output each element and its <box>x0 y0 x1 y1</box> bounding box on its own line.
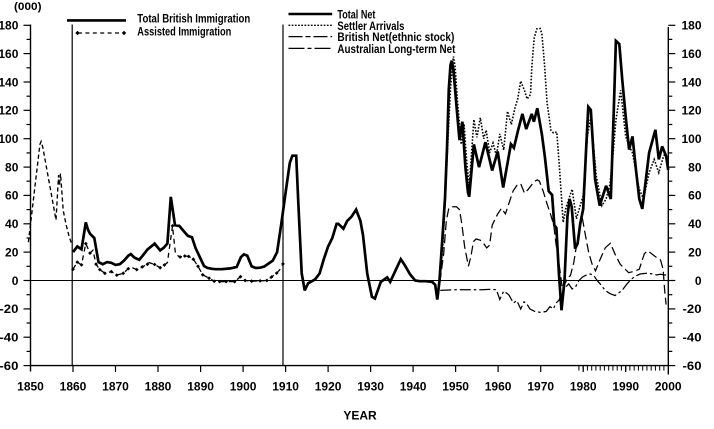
svg-text:2000: 2000 <box>655 380 682 394</box>
svg-text:1980: 1980 <box>570 380 597 394</box>
svg-text:YEAR: YEAR <box>343 409 377 423</box>
svg-text:120: 120 <box>681 104 701 118</box>
svg-text:Australian Long-term Net: Australian Long-term Net <box>337 42 455 56</box>
svg-text:60: 60 <box>688 189 702 203</box>
svg-text:-60: -60 <box>683 359 702 373</box>
svg-text:1970: 1970 <box>527 380 554 394</box>
svg-text:British Net(ethnic stock): British Net(ethnic stock) <box>337 30 454 44</box>
svg-text:120: 120 <box>0 104 19 118</box>
svg-text:Total Net: Total Net <box>337 8 375 22</box>
svg-text:1880: 1880 <box>145 380 172 394</box>
svg-text:180: 180 <box>0 19 19 33</box>
svg-text:-20: -20 <box>683 302 702 316</box>
svg-text:140: 140 <box>681 75 701 89</box>
svg-text:1900: 1900 <box>230 380 257 394</box>
svg-text:1850: 1850 <box>17 380 44 394</box>
svg-text:80: 80 <box>688 160 702 174</box>
svg-text:-40: -40 <box>683 331 702 345</box>
svg-text:1950: 1950 <box>442 380 469 394</box>
svg-text:140: 140 <box>0 75 19 89</box>
svg-text:-40: -40 <box>0 331 19 345</box>
svg-text:Total British Immigration: Total British Immigration <box>137 12 250 26</box>
svg-text:1990: 1990 <box>612 380 639 394</box>
svg-text:Settler Arrivals: Settler Arrivals <box>337 19 404 33</box>
svg-text:(000): (000) <box>14 1 42 13</box>
svg-text:-60: -60 <box>0 359 19 373</box>
svg-text:1960: 1960 <box>485 380 512 394</box>
svg-text:1940: 1940 <box>400 380 427 394</box>
svg-text:160: 160 <box>0 47 19 61</box>
svg-text:1910: 1910 <box>272 380 299 394</box>
svg-text:100: 100 <box>681 132 701 146</box>
svg-text:-20: -20 <box>0 302 19 316</box>
svg-text:1920: 1920 <box>315 380 342 394</box>
svg-text:40: 40 <box>688 217 702 231</box>
svg-text:1870: 1870 <box>102 380 129 394</box>
svg-text:0: 0 <box>695 274 702 288</box>
svg-text:60: 60 <box>5 189 19 203</box>
svg-text:80: 80 <box>5 160 19 174</box>
svg-text:20: 20 <box>688 245 702 259</box>
svg-text:100: 100 <box>0 132 19 146</box>
svg-text:1860: 1860 <box>60 380 87 394</box>
svg-text:20: 20 <box>5 245 19 259</box>
svg-text:1930: 1930 <box>357 380 384 394</box>
svg-text:160: 160 <box>681 47 701 61</box>
svg-text:Assisted Immigration: Assisted Immigration <box>137 25 231 39</box>
svg-text:1890: 1890 <box>187 380 214 394</box>
svg-text:180: 180 <box>681 19 701 33</box>
svg-text:0: 0 <box>12 274 19 288</box>
svg-text:40: 40 <box>5 217 19 231</box>
